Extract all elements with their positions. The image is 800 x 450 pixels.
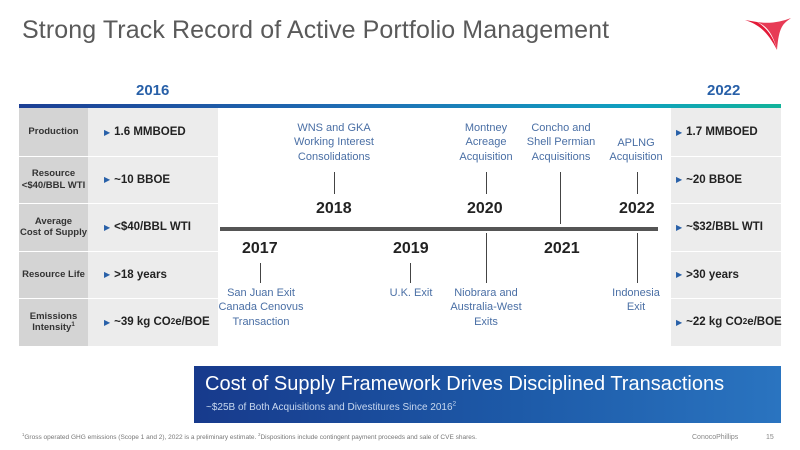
resource-life-2022-value: ▶ >30 years (676, 268, 739, 281)
bullet-arrow-icon: ▶ (676, 127, 683, 137)
event-tick (260, 263, 261, 283)
row-label-cost-of-supply: Average Cost of Supply (19, 215, 88, 238)
event-tick (486, 233, 487, 283)
year-2017: 2017 (242, 240, 278, 257)
footnotes: 1Gross operated GHG emissions (Scope 1 a… (22, 431, 477, 441)
row-divider (19, 298, 218, 299)
bullet-arrow-icon: ▶ (676, 175, 683, 184)
row-divider (19, 203, 218, 204)
timeline-axis (220, 227, 658, 231)
row-divider (671, 203, 781, 204)
cost-of-supply-2022-value: ▶ ~$32/BBL WTI (676, 221, 763, 233)
bullet-arrow-icon: ▶ (676, 222, 683, 232)
banner-subtitle: ~$25B of Both Acquisitions and Divestitu… (206, 400, 457, 413)
event-2022-aplng: APLNG Acquisition (609, 137, 663, 164)
row-label-resource: Resource <$40/BBL WTI (21, 168, 86, 191)
row-divider (19, 156, 218, 157)
production-2022-value: ▶ 1.7 MMBOED (676, 126, 758, 138)
year-2019: 2019 (393, 240, 429, 257)
event-tick (637, 233, 638, 283)
event-2020-montney: Montney Acreage Acquisition (459, 122, 513, 163)
event-2020-niobrara-australia: Niobrara and Australia-West Exits (450, 287, 522, 328)
left-values-column (88, 108, 218, 346)
page-number: 15 (766, 434, 774, 441)
row-label-production: Production (28, 126, 79, 138)
bullet-arrow-icon: ▶ (104, 222, 111, 232)
left-year-heading: 2016 (136, 82, 170, 99)
footer-brand: ConocoPhillips (692, 434, 739, 441)
emissions-2022-value: ▶ ~22 kg CO 2 e/BOE (676, 316, 782, 328)
emissions-2016-value: ▶ ~39 kg CO 2 e/BOE (104, 316, 210, 328)
bullet-arrow-icon: ▶ (104, 127, 111, 137)
bullet-arrow-icon: ▶ (104, 175, 111, 184)
event-tick (410, 263, 411, 283)
row-divider (671, 251, 781, 252)
event-2017-san-juan-canada: San Juan Exit Canada Cenovus Transaction (218, 287, 304, 328)
event-tick (637, 172, 638, 194)
resource-life-2016-value: ▶ >18 years (104, 268, 167, 281)
resource-2022-value: ▶ ~20 BBOE (676, 173, 743, 186)
event-tick (560, 172, 561, 224)
metric-label-column (19, 108, 88, 346)
right-year-heading: 2022 (707, 82, 741, 99)
event-2019-uk-exit: U.K. Exit (389, 287, 433, 299)
header-gradient-line (19, 104, 781, 108)
row-divider (671, 298, 781, 299)
cost-of-supply-2016-value: ▶ <$40/BBL WTI (104, 221, 191, 233)
row-divider (19, 251, 218, 252)
bullet-arrow-icon: ▶ (676, 270, 683, 279)
bullet-arrow-icon: ▶ (104, 270, 111, 279)
page-title: Strong Track Record of Active Portfolio … (22, 16, 610, 44)
year-2018: 2018 (316, 200, 352, 217)
conocophillips-logo-icon (745, 18, 791, 50)
event-tick (486, 172, 487, 194)
event-2022-indonesia-exit: Indonesia Exit (612, 287, 660, 314)
event-2018-wns-gka: WNS and GKA Working Interest Consolidati… (294, 122, 374, 163)
production-2016-value: ▶ 1.6 MMBOED (104, 126, 186, 138)
resource-2016-value: ▶ ~10 BBOE (104, 173, 171, 186)
event-2021-concho-shell: Concho and Shell Permian Acquisitions (526, 122, 596, 163)
event-tick (334, 172, 335, 194)
row-divider (671, 156, 781, 157)
bullet-arrow-icon: ▶ (676, 317, 683, 327)
year-2021: 2021 (544, 240, 580, 257)
banner-title: Cost of Supply Framework Drives Discipli… (205, 373, 725, 395)
year-2020: 2020 (467, 200, 503, 217)
bullet-arrow-icon: ▶ (104, 317, 111, 327)
right-values-column (671, 108, 781, 346)
row-label-resource-life: Resource Life (22, 268, 85, 280)
row-label-emissions-intensity: Emissions Intensity1 (29, 310, 78, 333)
summary-banner (194, 366, 781, 423)
year-2022: 2022 (619, 200, 655, 217)
